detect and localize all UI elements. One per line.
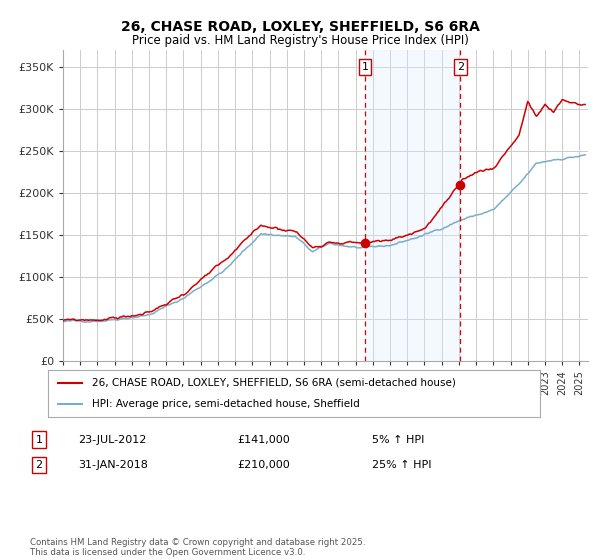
Text: Contains HM Land Registry data © Crown copyright and database right 2025.
This d: Contains HM Land Registry data © Crown c… xyxy=(30,538,365,557)
Text: 2: 2 xyxy=(35,460,43,470)
Bar xyxy=(365,50,460,361)
Text: 1: 1 xyxy=(362,62,368,72)
Text: 23-JUL-2012: 23-JUL-2012 xyxy=(78,435,146,445)
Text: 31-JAN-2018: 31-JAN-2018 xyxy=(78,460,148,470)
Text: Price paid vs. HM Land Registry's House Price Index (HPI): Price paid vs. HM Land Registry's House … xyxy=(131,34,469,46)
Text: £141,000: £141,000 xyxy=(237,435,290,445)
Text: 2: 2 xyxy=(457,62,464,72)
Text: 26, CHASE ROAD, LOXLEY, SHEFFIELD, S6 6RA (semi-detached house): 26, CHASE ROAD, LOXLEY, SHEFFIELD, S6 6R… xyxy=(92,378,456,388)
Text: 26, CHASE ROAD, LOXLEY, SHEFFIELD, S6 6RA: 26, CHASE ROAD, LOXLEY, SHEFFIELD, S6 6R… xyxy=(121,20,479,34)
Text: £210,000: £210,000 xyxy=(237,460,290,470)
Text: 25% ↑ HPI: 25% ↑ HPI xyxy=(372,460,431,470)
Text: HPI: Average price, semi-detached house, Sheffield: HPI: Average price, semi-detached house,… xyxy=(92,399,360,409)
Text: 5% ↑ HPI: 5% ↑ HPI xyxy=(372,435,424,445)
Text: 1: 1 xyxy=(35,435,43,445)
